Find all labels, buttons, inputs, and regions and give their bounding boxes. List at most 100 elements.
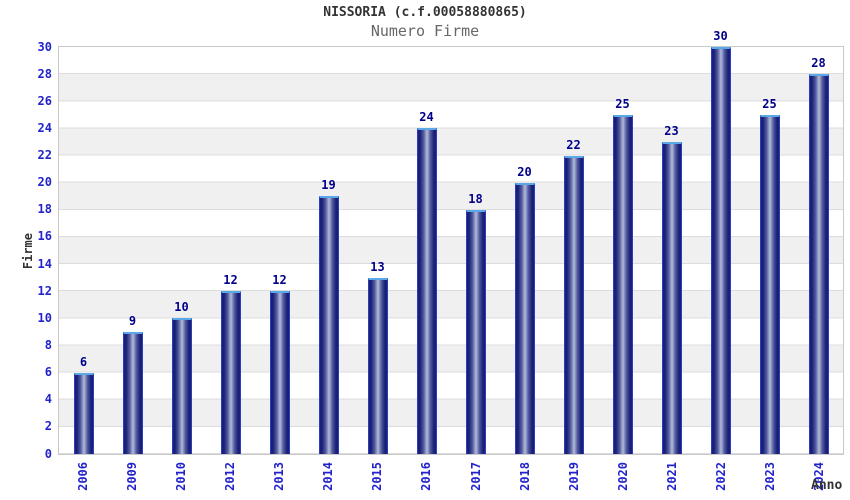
- bar-value-label: 23: [664, 123, 679, 138]
- x-axis-label: Anno: [811, 478, 843, 493]
- bar-slot-2009: 9: [108, 47, 157, 454]
- bar-2013: [269, 291, 290, 454]
- x-tick-label: 2021: [665, 462, 680, 491]
- bar-slot-2017: 18: [451, 47, 500, 454]
- bar-2006: [73, 372, 94, 454]
- x-tick-slot: 2009: [107, 462, 156, 491]
- x-tick-label: 2017: [468, 462, 483, 491]
- bar-value-label: 10: [174, 300, 189, 315]
- bar-slot-2019: 22: [549, 47, 598, 454]
- bar-2022: [710, 47, 731, 454]
- bar-2024: [808, 74, 829, 454]
- chart-title: NISSORIA (c.f.00058880865): [323, 5, 527, 20]
- bar-2023: [759, 114, 780, 454]
- x-axis-ticks: 2006 2009 2010 2012 2013 2014 2015 2016 2017 2018…: [58, 462, 844, 491]
- x-tick-label: 2013: [272, 462, 287, 491]
- bar-slot-2018: 20: [500, 47, 549, 454]
- bar-2021: [661, 141, 682, 454]
- x-tick-slot: 2018: [500, 462, 549, 491]
- bar-value-label: 20: [517, 164, 532, 179]
- y-tick-label: 30: [37, 39, 52, 54]
- bar-slot-2022: 30: [696, 29, 745, 454]
- y-tick-label: 4: [44, 392, 52, 407]
- x-tick-label: 2015: [370, 462, 385, 491]
- x-tick-slot: 2012: [205, 462, 254, 491]
- x-tick-label: 2023: [763, 462, 778, 491]
- y-tick-label: 16: [37, 229, 52, 244]
- x-tick-slot: 2010: [156, 462, 205, 491]
- x-tick-slot: 2013: [255, 462, 304, 491]
- bar-slot-2015: 13: [353, 47, 402, 454]
- bar-value-label: 19: [321, 178, 336, 193]
- bar-2012: [220, 291, 241, 454]
- x-tick-slot: 2006: [58, 462, 107, 491]
- plot-area: 6 9 10 12 12 19 13 24 18 20 22 25 23 30 25 28: [58, 29, 844, 455]
- x-tick-label: 2010: [173, 462, 188, 491]
- x-tick-slot: 2016: [402, 462, 451, 491]
- bar-slot-2010: 10: [157, 47, 206, 454]
- x-tick-label: 2006: [75, 462, 90, 491]
- x-tick-slot: 2019: [549, 462, 598, 491]
- x-tick-slot: 2014: [304, 462, 353, 491]
- bar-slot-2014: 19: [304, 47, 353, 454]
- x-tick-slot: 2023: [746, 462, 795, 491]
- x-tick-label: 2009: [124, 462, 139, 491]
- bar-value-label: 6: [79, 354, 88, 369]
- y-tick-label: 18: [37, 202, 52, 217]
- y-tick-label: 14: [37, 256, 52, 271]
- x-tick-slot: 2022: [697, 462, 746, 491]
- bar-slot-2024: 28: [794, 47, 843, 454]
- y-tick-label: 12: [37, 283, 52, 298]
- bar-2020: [612, 114, 633, 454]
- x-tick-slot: 2015: [353, 462, 402, 491]
- bar-2010: [171, 318, 192, 454]
- bar-2015: [367, 277, 388, 454]
- bar-2014: [318, 196, 339, 454]
- bar-value-label: 12: [223, 273, 238, 288]
- bar-value-label: 30: [713, 29, 728, 43]
- bar-2019: [563, 155, 584, 454]
- bar-2016: [416, 128, 437, 454]
- x-tick-label: 2022: [714, 462, 729, 491]
- y-tick-label: 22: [37, 148, 52, 163]
- x-tick-label: 2018: [517, 462, 532, 491]
- bar-value-label: 9: [128, 313, 137, 328]
- y-tick-label: 26: [37, 93, 52, 108]
- bar-slot-2012: 12: [206, 47, 255, 454]
- bar-value-label: 12: [272, 273, 287, 288]
- y-tick-label: 20: [37, 175, 52, 190]
- x-tick-label: 2020: [615, 462, 630, 491]
- bar-slot-2006: 6: [59, 47, 108, 454]
- y-tick-label: 28: [37, 66, 52, 81]
- bar-value-label: 13: [370, 259, 385, 274]
- y-tick-label: 24: [37, 120, 52, 135]
- y-tick-label: 8: [44, 337, 52, 352]
- y-axis-ticks: 0 2 4 6 8 10 12 14 16 18 20 22 24 26 28 30: [0, 41, 52, 460]
- y-tick-label: 0: [44, 446, 52, 461]
- bar-value-label: 22: [566, 137, 581, 152]
- bar-value-label: 24: [419, 110, 434, 125]
- x-tick-slot: 2017: [451, 462, 500, 491]
- x-tick-slot: 2021: [648, 462, 697, 491]
- bar-2018: [514, 182, 535, 454]
- x-tick-label: 2014: [321, 462, 336, 491]
- x-tick-label: 2012: [222, 462, 237, 491]
- y-tick-label: 10: [37, 310, 52, 325]
- bar-2017: [465, 209, 486, 454]
- y-tick-label: 6: [44, 365, 52, 380]
- x-tick-label: 2016: [419, 462, 434, 491]
- bar-slot-2020: 25: [598, 47, 647, 454]
- bar-slot-2013: 12: [255, 47, 304, 454]
- bar-2009: [122, 331, 143, 454]
- bar-value-label: 28: [811, 56, 826, 71]
- y-tick-label: 2: [44, 419, 52, 434]
- bar-value-label: 18: [468, 191, 483, 206]
- bar-value-label: 25: [615, 96, 630, 111]
- x-tick-slot: 2020: [598, 462, 647, 491]
- bar-slot-2021: 23: [647, 47, 696, 454]
- x-tick-label: 2019: [566, 462, 581, 491]
- chart-subtitle: Numero Firme: [370, 22, 480, 40]
- bar-slot-2016: 24: [402, 47, 451, 454]
- bar-value-label: 25: [762, 96, 777, 111]
